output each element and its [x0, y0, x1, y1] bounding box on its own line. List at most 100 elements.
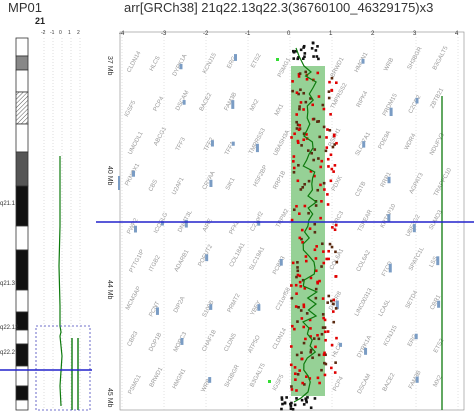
- gene-feature-box[interactable]: [361, 58, 365, 64]
- probe-point: [290, 401, 293, 405]
- probe-point: [309, 276, 313, 280]
- gene-feature-box[interactable]: [279, 258, 283, 266]
- gene-label[interactable]: MX1: [274, 103, 285, 117]
- probe-point: [290, 296, 294, 300]
- region-title: arr[GRCh38] 21q22.13q22.3(36760100_46329…: [124, 0, 434, 15]
- probe-point: [332, 170, 335, 173]
- probe-point: [322, 181, 326, 185]
- probe-point: [276, 58, 279, 61]
- gene-feature-box[interactable]: [414, 333, 418, 340]
- probe-point: [305, 77, 309, 81]
- gene-feature-box[interactable]: [155, 307, 159, 315]
- chromosome-overview-panel[interactable]: -2 -1 0 1 2 q21.1 q21.3 q22.12 q22.2: [0, 26, 92, 413]
- gene-label[interactable]: WRB: [383, 57, 395, 72]
- gene-feature-box[interactable]: [209, 179, 213, 187]
- gene-feature-box[interactable]: [364, 347, 368, 355]
- gene-feature-box[interactable]: [339, 342, 343, 347]
- gene-feature-box[interactable]: [182, 100, 186, 105]
- gene-feature-box[interactable]: [387, 176, 391, 184]
- gene-feature-box[interactable]: [184, 219, 188, 228]
- gene-label[interactable]: LSS: [429, 256, 440, 269]
- gene-feature-box[interactable]: [208, 377, 212, 383]
- chromosome-ideogram[interactable]: [15, 37, 29, 411]
- gene-label[interactable]: AIRE: [202, 218, 214, 233]
- gene-feature-box[interactable]: [362, 141, 366, 148]
- gene-label[interactable]: MX2: [433, 374, 444, 388]
- gene-feature-box[interactable]: [388, 263, 392, 273]
- gene-feature-box[interactable]: [118, 176, 120, 190]
- gene-feature-box[interactable]: [257, 304, 261, 311]
- gene-feature-box[interactable]: [412, 224, 416, 233]
- gene-label[interactable]: ERG: [407, 333, 419, 348]
- probe-point: [314, 269, 318, 273]
- probe-point: [280, 396, 284, 399]
- gene-label[interactable]: ERG: [226, 55, 238, 70]
- probe-point: [317, 337, 321, 341]
- gene-feature-box[interactable]: [179, 63, 183, 70]
- gene-feature-box[interactable]: [133, 225, 137, 233]
- band-label: q22.2: [0, 350, 16, 356]
- gene-feature-box[interactable]: [131, 170, 135, 177]
- probe-point: [332, 320, 336, 324]
- gene-feature-box[interactable]: [205, 254, 209, 262]
- gene-label[interactable]: WRB: [201, 378, 213, 393]
- probe-point: [290, 385, 293, 388]
- probe-point: [309, 348, 313, 352]
- gene-feature-box[interactable]: [231, 141, 235, 146]
- gene-feature-box[interactable]: [415, 97, 419, 104]
- probe-point: [325, 136, 328, 139]
- probe-point: [320, 368, 323, 372]
- probe-point: [303, 204, 307, 208]
- probe-point: [301, 186, 305, 189]
- gene-feature-box[interactable]: [335, 300, 339, 310]
- gene-feature-box[interactable]: [437, 300, 441, 308]
- probe-point: [297, 305, 300, 309]
- probe-point: [321, 297, 325, 300]
- probe-point: [291, 261, 295, 265]
- gene-feature-box[interactable]: [209, 304, 213, 310]
- gene-label[interactable]: SIK1: [225, 176, 237, 191]
- band-label: q21.1: [0, 201, 16, 207]
- probe-point: [302, 108, 305, 111]
- probe-point: [304, 397, 308, 401]
- main-axis-tick: 0: [287, 31, 291, 37]
- probe-point: [297, 163, 300, 167]
- gene-feature-box[interactable]: [389, 107, 393, 117]
- gene-feature-box[interactable]: [255, 143, 259, 153]
- probe-point: [305, 400, 308, 404]
- gene-feature-box[interactable]: [233, 54, 237, 61]
- probe-point: [298, 107, 301, 111]
- probe-point: [293, 132, 296, 136]
- probe-point: [316, 376, 320, 380]
- gene-feature-box[interactable]: [257, 220, 261, 226]
- probe-point: [319, 165, 323, 169]
- probe-point: [300, 317, 304, 320]
- probe-point: [331, 145, 335, 149]
- probe-point: [302, 46, 305, 49]
- gene-feature-box[interactable]: [210, 140, 214, 147]
- probe-point: [315, 245, 318, 248]
- gene-feature-box[interactable]: [231, 100, 235, 109]
- probe-point: [296, 273, 300, 277]
- probe-point: [318, 381, 321, 385]
- probe-point: [317, 120, 321, 123]
- probe-point: [289, 363, 293, 367]
- probe-point: [330, 299, 333, 303]
- probe-point: [292, 170, 296, 174]
- zoom-region-box[interactable]: [35, 325, 91, 411]
- gene-label[interactable]: MX2: [249, 98, 260, 112]
- probe-point: [319, 216, 322, 220]
- gene-feature-box[interactable]: [160, 221, 164, 226]
- gene-feature-box[interactable]: [180, 337, 184, 345]
- gene-label[interactable]: CBS: [148, 179, 159, 193]
- probe-point: [292, 208, 296, 212]
- gene-feature-box[interactable]: [436, 256, 440, 266]
- probe-point: [323, 188, 326, 191]
- probe-point: [322, 107, 326, 111]
- probe-point: [296, 266, 299, 269]
- gene-feature-box[interactable]: [415, 376, 419, 383]
- probe-point: [320, 200, 323, 203]
- gene-feature-box[interactable]: [387, 214, 391, 222]
- probe-point: [299, 48, 303, 52]
